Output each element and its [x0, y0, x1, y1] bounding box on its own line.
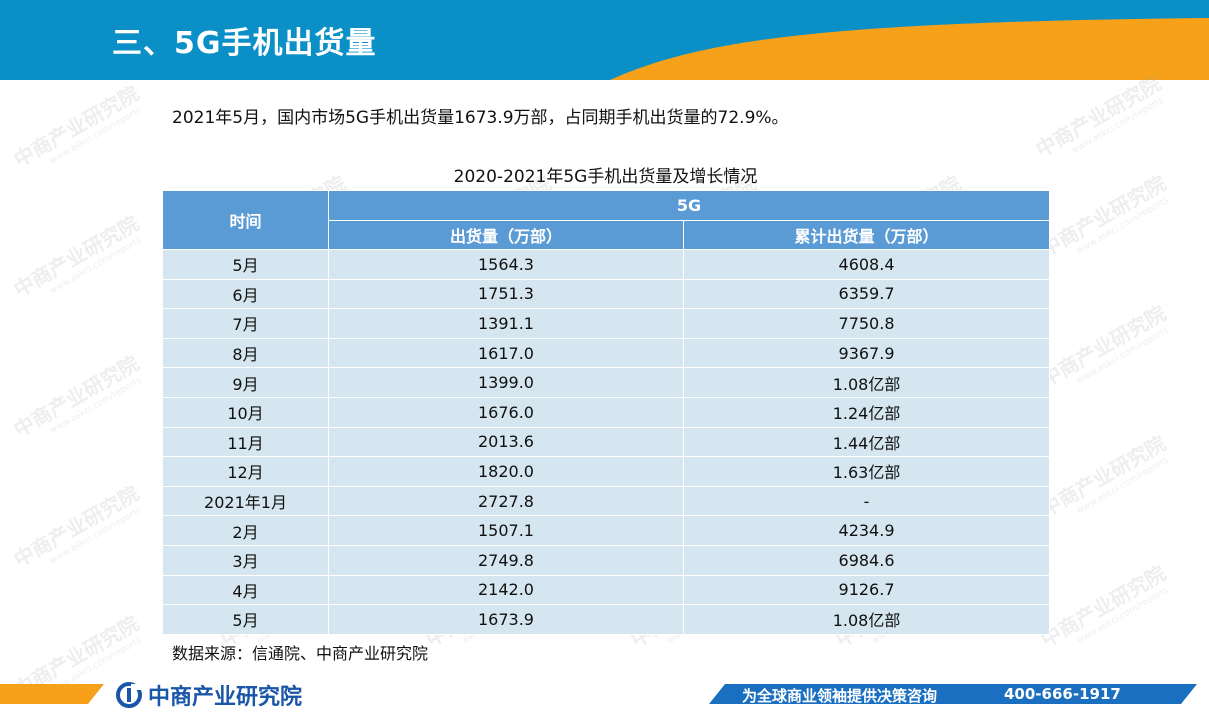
cell-shipments: 1751.3: [328, 278, 684, 310]
cell-cumulative: -: [682, 485, 1051, 517]
header-cumulative: 累计出货量（万部）: [682, 220, 1051, 250]
cell-cumulative: 1.24亿部: [682, 396, 1051, 428]
footer-slogan: 为全球商业领袖提供决策咨询: [742, 687, 938, 705]
footer-background: [0, 684, 1197, 704]
cell-shipments: 2142.0: [328, 574, 684, 606]
cell-shipments: 1391.1: [328, 308, 684, 339]
cell-time: 6月: [162, 278, 329, 310]
cell-cumulative: 7750.8: [682, 308, 1051, 339]
footer-phone: 400-666-1917: [1004, 685, 1121, 703]
table-title: 2020-2021年5G手机出货量及增长情况: [453, 167, 758, 187]
cell-cumulative: 1.08亿部: [682, 367, 1051, 398]
header-shipments: 出货量（万部）: [328, 220, 684, 250]
cell-shipments: 1399.0: [328, 367, 684, 398]
header-banner: 三、5G手机出货量: [0, 0, 1209, 80]
cell-cumulative: 6359.7: [682, 278, 1051, 310]
cell-shipments: 1617.0: [328, 337, 684, 369]
footer-bar: [0, 680, 1209, 718]
cell-time: 5月: [162, 249, 329, 280]
header-5g-group: 5G: [327, 190, 1051, 221]
cell-time: 3月: [162, 544, 329, 576]
cell-shipments: 2727.8: [328, 485, 684, 517]
cell-shipments: 1676.0: [328, 396, 684, 428]
header-time: 时间: [162, 190, 329, 250]
cell-cumulative: 9367.9: [682, 337, 1051, 369]
table-row: 2月 1507.1 4234.9: [162, 515, 1051, 546]
table-row: 10月 1676.0 1.24亿部: [162, 396, 1051, 428]
cell-time: 4月: [162, 574, 329, 606]
cell-shipments: 1820.0: [328, 456, 684, 487]
company-logo: 中商产业研究院: [116, 682, 303, 710]
cell-shipments: 2013.6: [328, 426, 684, 458]
cell-time: 7月: [162, 308, 329, 339]
table-row: 8月 1617.0 9367.9: [162, 337, 1051, 369]
table-row: 3月 2749.8 6984.6: [162, 544, 1051, 576]
cell-time: 2月: [162, 515, 329, 546]
table-body: 5月 1564.3 4608.4 6月 1751.3 6359.7 7月 1391.1 7750…: [162, 249, 1051, 635]
table-row: 5月 1673.9 1.08亿部: [162, 604, 1051, 635]
cell-shipments: 1673.9: [328, 604, 684, 635]
table-row: 11月 2013.6 1.44亿部: [162, 426, 1051, 458]
shipments-table: 时间 5G 出货量（万部） 累计出货量（万部） 5月 1564.3 4608.4 6月…: [162, 190, 1051, 635]
cell-time: 11月: [162, 426, 329, 458]
cell-cumulative: 9126.7: [682, 574, 1051, 606]
table-row: 5月 1564.3 4608.4: [162, 249, 1051, 280]
data-source-note: 数据来源：信通院、中商产业研究院: [172, 644, 429, 663]
cell-shipments: 1564.3: [328, 249, 684, 280]
askci-logo-icon: [116, 682, 142, 708]
cell-cumulative: 4234.9: [682, 515, 1051, 546]
cell-cumulative: 1.08亿部: [682, 604, 1051, 635]
page-title: 三、5G手机出货量: [112, 26, 377, 61]
cell-shipments: 1507.1: [328, 515, 684, 546]
cell-time: 8月: [162, 337, 329, 369]
cell-time: 9月: [162, 367, 329, 398]
logo-text: 中商产业研究院: [148, 685, 303, 710]
cell-time: 2021年1月: [162, 485, 329, 517]
table-row: 2021年1月 2727.8-: [162, 485, 1051, 517]
cell-time: 12月: [162, 456, 329, 487]
summary-text: 2021年5月，国内市场5G手机出货量1673.9万部，占同期手机出货量的72.…: [172, 108, 789, 128]
cell-cumulative: 1.44亿部: [682, 426, 1051, 458]
cell-shipments: 2749.8: [328, 544, 684, 576]
cell-cumulative: 1.63亿部: [682, 456, 1051, 487]
cell-cumulative: 4608.4: [682, 249, 1051, 280]
cell-time: 10月: [162, 396, 329, 428]
table-row: 6月 1751.3 6359.7: [162, 278, 1051, 310]
table-row: 4月 2142.0 9126.7: [162, 574, 1051, 606]
table-row: 12月 1820.0 1.63亿部: [162, 456, 1051, 487]
cell-time: 5月: [162, 604, 329, 635]
table-row: 7月 1391.1 7750.8: [162, 308, 1051, 339]
table-row: 9月 1399.0 1.08亿部: [162, 367, 1051, 398]
cell-cumulative: 6984.6: [682, 544, 1051, 576]
header-background: [0, 0, 1209, 80]
